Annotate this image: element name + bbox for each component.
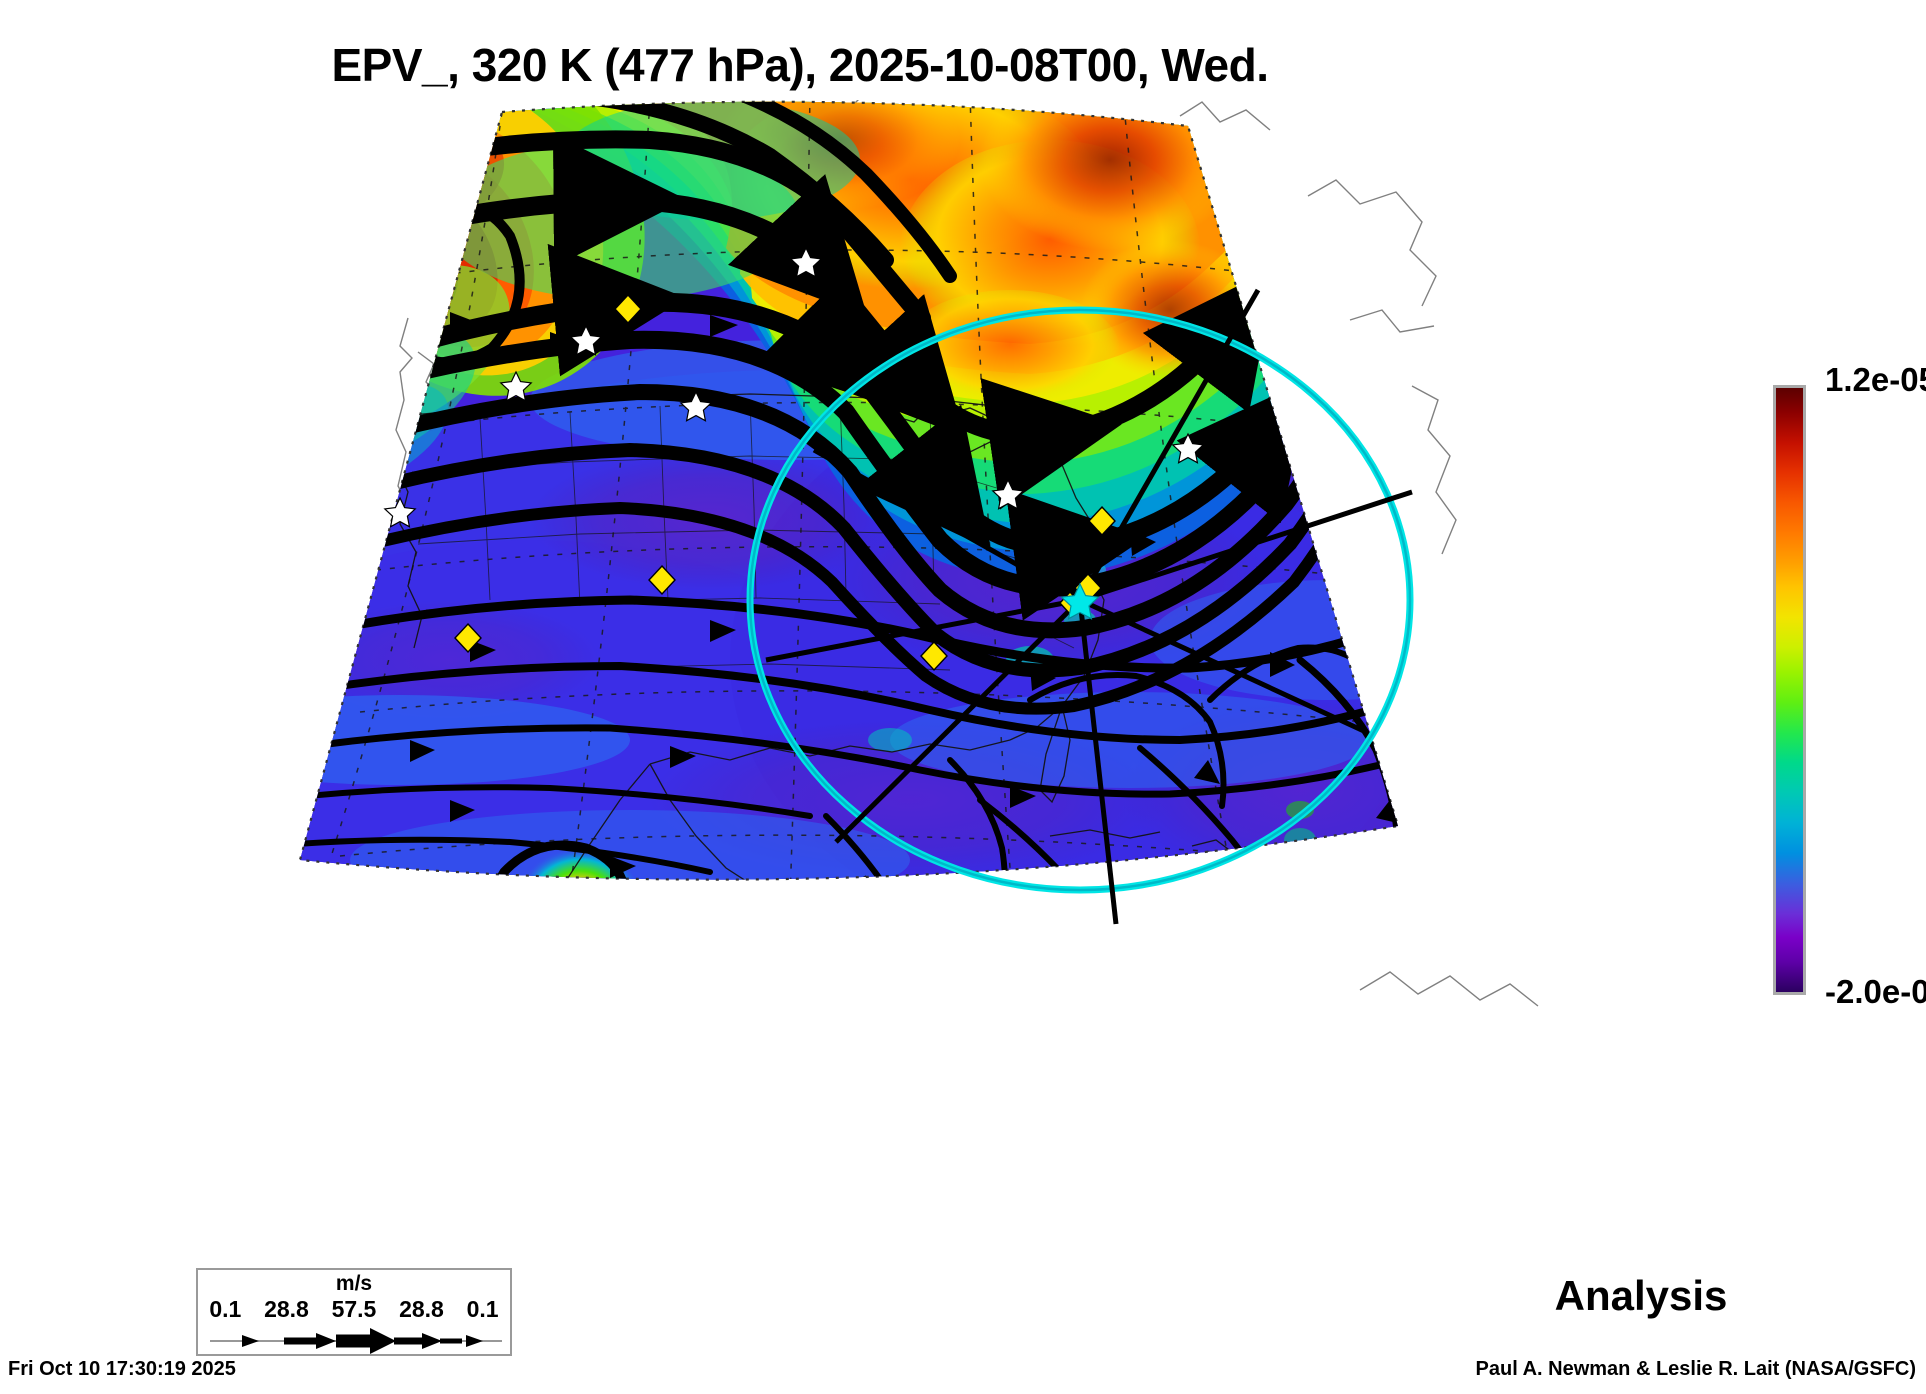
range-ring-overlay (746, 306, 1414, 894)
author-credits: Paul A. Newman & Leslie R. Lait (NASA/GS… (1475, 1358, 1916, 1380)
wind-value-5: 0.1 (466, 1296, 499, 1322)
radial-transect-lines (765, 288, 1413, 925)
wind-value-2: 28.8 (264, 1296, 309, 1322)
colorbar-max-label: 1.2e-05 (1825, 361, 1926, 398)
wind-value-4: 28.8 (399, 1296, 444, 1322)
wind-scale-values: 0.1 28.8 57.5 28.8 0.1 (198, 1296, 510, 1323)
wind-scale-units: m/s (335, 1272, 373, 1295)
wind-value-1: 0.1 (209, 1296, 242, 1322)
colorbar-min-label: -2.0e-06 (1825, 973, 1926, 1010)
page-title: EPV_, 320 K (477 hPa), 2025-10-08T00, We… (331, 39, 1269, 91)
generation-timestamp: Fri Oct 10 17:30:19 2025 (8, 1358, 236, 1380)
streamline-arrowheads (410, 260, 1398, 878)
analysis-label: Analysis (1554, 1272, 1728, 1319)
station-markers-white-star[interactable] (383, 246, 1205, 528)
wind-value-3: 57.5 (331, 1296, 377, 1322)
wind-scale-legend: m/s 0.1 28.8 57.5 28.8 0.1 (196, 1268, 512, 1356)
colorbar: 1.2e-05 -2.0e-06 (1773, 361, 1926, 1010)
wind-arrow-scale-icon (210, 1328, 502, 1354)
map-plot-area[interactable] (150, 100, 1550, 1070)
colorbar-gradient (1773, 385, 1806, 995)
wind-streamlines (300, 101, 1398, 880)
map-canvas[interactable] (150, 100, 1550, 1070)
center-marker-cyan-star[interactable] (1060, 582, 1100, 620)
